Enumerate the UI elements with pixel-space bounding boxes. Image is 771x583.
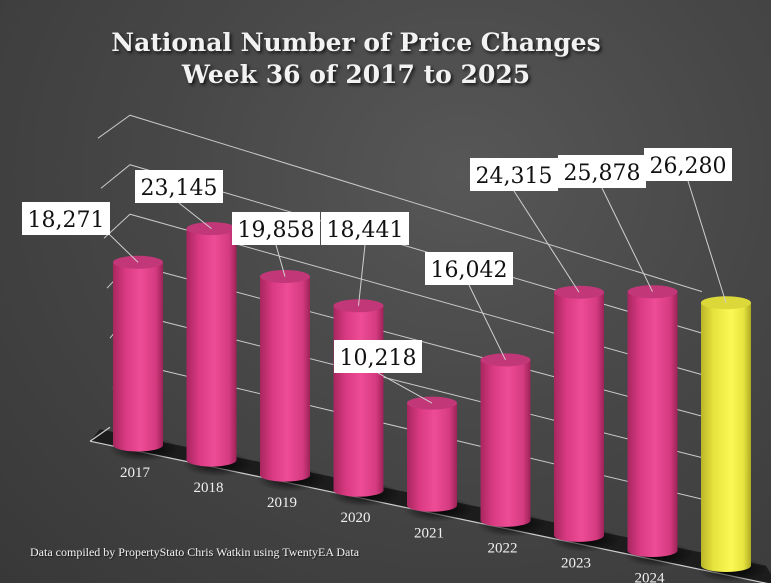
bar-2020 — [329, 299, 400, 507]
data-label-box — [470, 158, 558, 191]
data-label: 25,878 — [564, 161, 641, 186]
bar-body — [260, 276, 310, 482]
bar-body — [113, 262, 163, 452]
data-label-box — [644, 148, 732, 181]
data-label-box — [321, 212, 409, 245]
x-tick-label: 2020 — [341, 510, 371, 526]
leader-line — [178, 202, 212, 230]
data-label-box — [135, 170, 223, 203]
data-label: 18,441 — [327, 218, 404, 243]
bar-2023 — [550, 285, 620, 552]
x-tick-label: 2024 — [635, 570, 666, 583]
source-note: Data compiled by PropertyStato Chris Wat… — [30, 545, 360, 559]
leader-line — [687, 180, 727, 303]
gridline — [97, 114, 703, 293]
data-label: 26,280 — [650, 154, 727, 179]
chart-title: National Number of Price Changes Week 36… — [0, 27, 712, 91]
data-label: 18,271 — [28, 208, 105, 233]
leader-line — [109, 234, 139, 263]
leader-line — [601, 187, 653, 292]
chart-title-line1: National Number of Price Changes — [111, 28, 601, 57]
bar-body — [701, 302, 751, 573]
bar-body — [406, 403, 457, 512]
bar-body — [333, 305, 384, 497]
data-label: 10,218 — [340, 346, 417, 371]
x-tick-label: 2018 — [194, 480, 224, 496]
leader-line — [275, 244, 286, 277]
x-axis-labels: 201720182019202020212022202320242025 — [120, 465, 666, 583]
floor-edge-left — [89, 426, 111, 442]
data-label: 19,858 — [238, 218, 315, 243]
bar-body — [186, 228, 237, 467]
data-label-box — [334, 340, 422, 373]
x-tick-label: 2021 — [414, 525, 444, 541]
leader-line — [513, 190, 580, 293]
bar-2018 — [182, 222, 253, 477]
x-tick-label: 2022 — [488, 540, 518, 556]
data-label-box — [232, 212, 320, 245]
gridline — [103, 213, 703, 376]
data-label: 24,315 — [476, 164, 553, 189]
x-tick-label: 2017 — [120, 465, 151, 481]
data-label: 16,042 — [431, 258, 508, 283]
x-tick-label: 2023 — [561, 555, 591, 571]
bar-body — [627, 291, 678, 557]
bars — [109, 222, 767, 583]
bar-2021 — [403, 396, 473, 522]
bar-2017 — [109, 255, 179, 462]
bar-body — [480, 359, 531, 527]
data-label: 23,145 — [141, 176, 218, 201]
bar-2022 — [476, 353, 547, 537]
data-label-box — [22, 202, 110, 235]
data-label-box — [425, 252, 513, 285]
chart-title-line2: Week 36 of 2017 to 2025 — [181, 60, 531, 89]
leader-line — [468, 284, 506, 361]
bar-2025 — [697, 296, 767, 583]
x-tick-label: 2019 — [267, 495, 297, 511]
data-labels: 18,271 23,145 19,858 18,441 10,218 16,042 24,3… — [22, 148, 732, 404]
leader-line — [358, 244, 366, 306]
bar-2019 — [256, 270, 326, 492]
data-label-box — [558, 155, 646, 188]
bar-body — [554, 292, 604, 542]
leader-line — [377, 372, 433, 404]
